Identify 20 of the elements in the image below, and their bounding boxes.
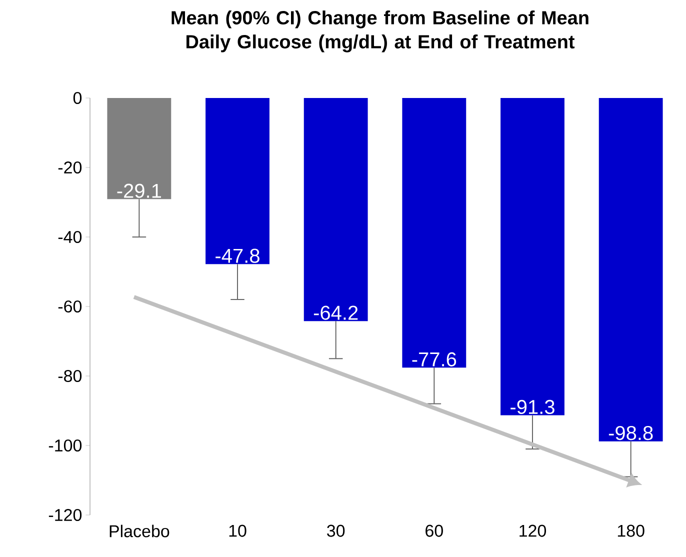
x-tick-label: 120 <box>520 524 546 537</box>
data-label: -29.1 <box>117 184 161 198</box>
y-tick-label: -60 <box>58 300 82 313</box>
y-tick-label: -80 <box>58 370 82 382</box>
chart-title: Mean (90% CI) Change from Baseline of Mean Daily Glucose (mg/dL) at End of Treatment <box>172 10 588 52</box>
data-label: -64.2 <box>314 306 358 320</box>
y-tick-label: 0 <box>73 92 82 104</box>
y-tick-label: -40 <box>58 230 82 244</box>
x-tick-label: Placebo <box>110 524 170 538</box>
x-tick-label: 30 <box>327 524 345 537</box>
y-tick-label: -100 <box>48 439 82 452</box>
data-label: -98.8 <box>608 426 653 440</box>
y-tick-label: -120 <box>48 508 82 522</box>
x-tick-label: 10 <box>229 524 246 537</box>
x-tick-label: 60 <box>426 524 443 537</box>
data-label: -77.6 <box>412 352 456 366</box>
data-label: -47.8 <box>216 248 260 263</box>
x-tick-label: 180 <box>618 524 644 537</box>
y-tick-label: -20 <box>58 161 82 174</box>
data-label: -91.3 <box>510 400 554 414</box>
